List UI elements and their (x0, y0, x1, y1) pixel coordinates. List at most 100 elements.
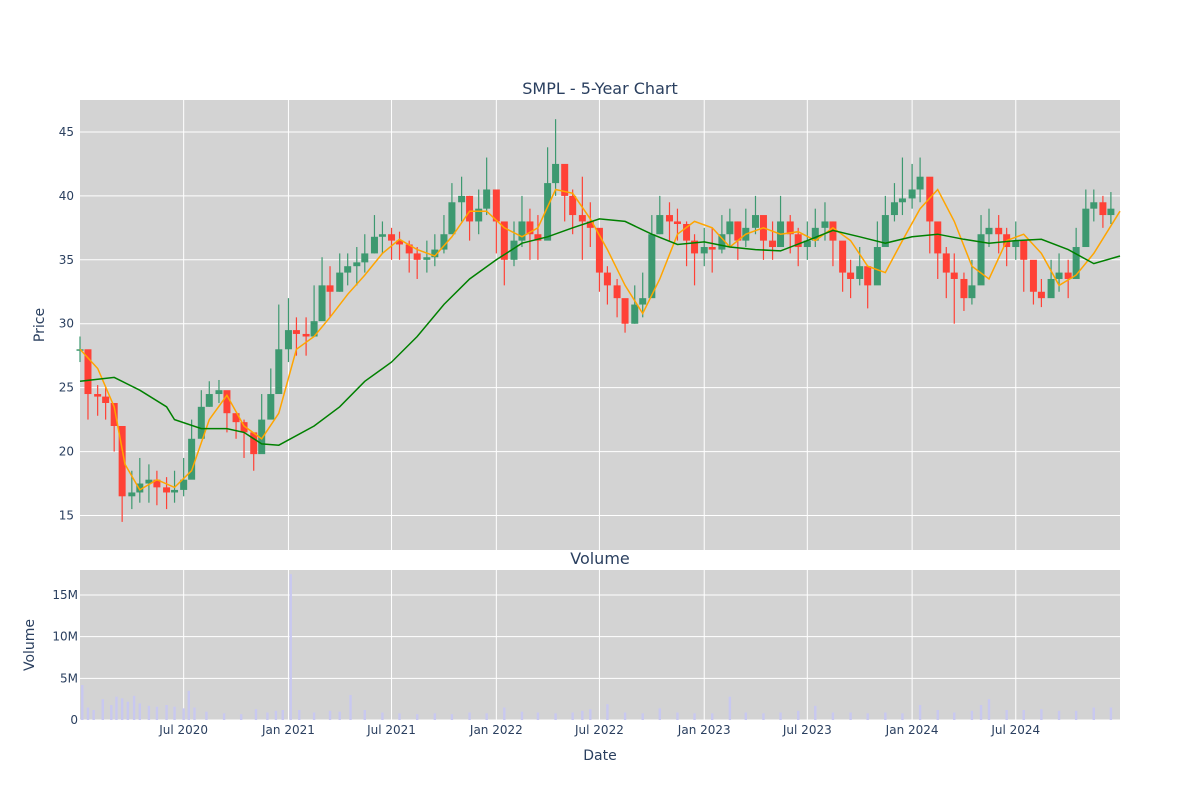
volume-bar (658, 708, 662, 720)
candle-body (423, 257, 431, 260)
candle-body (683, 224, 691, 241)
candle-body (510, 240, 518, 260)
candle-body (769, 240, 777, 248)
candle-body (1047, 278, 1055, 299)
volume-bar (884, 712, 887, 720)
candle-body (326, 285, 334, 292)
candle-body (726, 221, 734, 235)
volume-bar (415, 714, 419, 720)
candle-body (648, 234, 656, 299)
candle-body (440, 234, 448, 250)
candle-body (1055, 272, 1063, 279)
volume-bar (205, 711, 208, 720)
volume-bar (328, 710, 332, 720)
volume-bar (779, 712, 782, 720)
price-plot-background (80, 100, 1120, 550)
candle-body (794, 234, 802, 248)
volume-bar (1022, 710, 1025, 720)
candle-body (163, 487, 171, 493)
candle-body (336, 272, 344, 292)
volume-bar (187, 690, 190, 720)
volume-bar (468, 712, 471, 720)
price-panel: 15 20 25 30 35 40 45 SMPL - 5-Year Chart Price (32, 79, 1121, 550)
volume-bar (155, 706, 159, 720)
candle-body (215, 390, 223, 395)
volume-bar (193, 707, 196, 720)
candle-body (223, 390, 231, 414)
candle-body (483, 189, 491, 209)
candle-body (995, 227, 1003, 235)
volume-bar (711, 713, 714, 720)
volume-bar (298, 710, 301, 720)
candle-body (890, 202, 898, 216)
volume-bar (623, 712, 627, 720)
candle-body (691, 240, 699, 254)
candle-body (267, 394, 275, 420)
candle-body (977, 234, 985, 286)
candle-body (751, 215, 759, 228)
candle-body (413, 253, 421, 260)
candle-body (458, 195, 466, 203)
volume-bar (589, 709, 592, 720)
price-x-grid (183, 100, 1017, 550)
candle-body (1107, 208, 1115, 216)
candle-body (968, 285, 976, 299)
candle-body (552, 163, 560, 184)
volume-panel: 0 5M 10M 15M Jul 2020 Jan 2021 Jul 2021 Jan 20… (22, 549, 1120, 764)
volume-bar (173, 706, 176, 720)
candle-body (250, 432, 258, 455)
volume-bar (1040, 709, 1043, 720)
candle-body (656, 215, 664, 235)
candle-body (856, 266, 864, 279)
candle-body (1064, 272, 1072, 279)
volume-bar (101, 699, 104, 720)
volume-bar (1074, 710, 1078, 720)
candle-body (595, 227, 603, 273)
candle-body (94, 394, 102, 397)
candle-body (370, 236, 378, 254)
price-y-tick-label: 20 (59, 445, 74, 459)
candle-body (811, 227, 819, 241)
volume-bar (849, 712, 852, 720)
volume-bar (92, 710, 95, 720)
volume-bar (987, 699, 991, 720)
x-tick-label: Jan 2024 (885, 723, 939, 737)
volume-bar (581, 710, 584, 720)
volume-bars-series (81, 574, 1113, 720)
volume-bar (165, 705, 168, 720)
candle-body (353, 262, 361, 267)
volume-bar (222, 713, 226, 720)
x-tick-label: Jan 2021 (261, 723, 315, 737)
volume-y-tick-label: 10M (52, 630, 78, 644)
long-moving-average-line (79, 218, 1121, 446)
candle-body (569, 195, 577, 216)
price-chart-title: SMPL - 5-Year Chart (522, 79, 677, 98)
volume-bar (138, 703, 142, 720)
volume-bar (953, 712, 956, 720)
volume-bar (520, 711, 524, 720)
candle-body (284, 330, 292, 350)
candle-body (466, 195, 474, 222)
volume-bar (86, 707, 90, 720)
volume-bar (797, 710, 800, 720)
price-y-tick-label: 30 (59, 317, 74, 331)
x-tick-label: Jul 2021 (366, 723, 416, 737)
short-moving-average-line (79, 188, 1121, 491)
volume-bar (398, 713, 401, 720)
candle-body (118, 425, 126, 497)
candle-body (145, 479, 153, 484)
candle-body (534, 234, 542, 241)
volume-bar (1109, 707, 1113, 720)
candle-body (942, 253, 950, 273)
volume-y-axis-label: Volume (22, 619, 38, 671)
candle-body (1072, 247, 1080, 279)
x-tick-label: Jul 2022 (574, 723, 624, 737)
volume-bar (901, 713, 904, 720)
candle-body (578, 215, 586, 222)
candle-body (153, 479, 161, 488)
volume-bar (485, 713, 488, 720)
candle-body (803, 240, 811, 248)
candle-body (873, 247, 881, 286)
candle-body (232, 413, 240, 423)
